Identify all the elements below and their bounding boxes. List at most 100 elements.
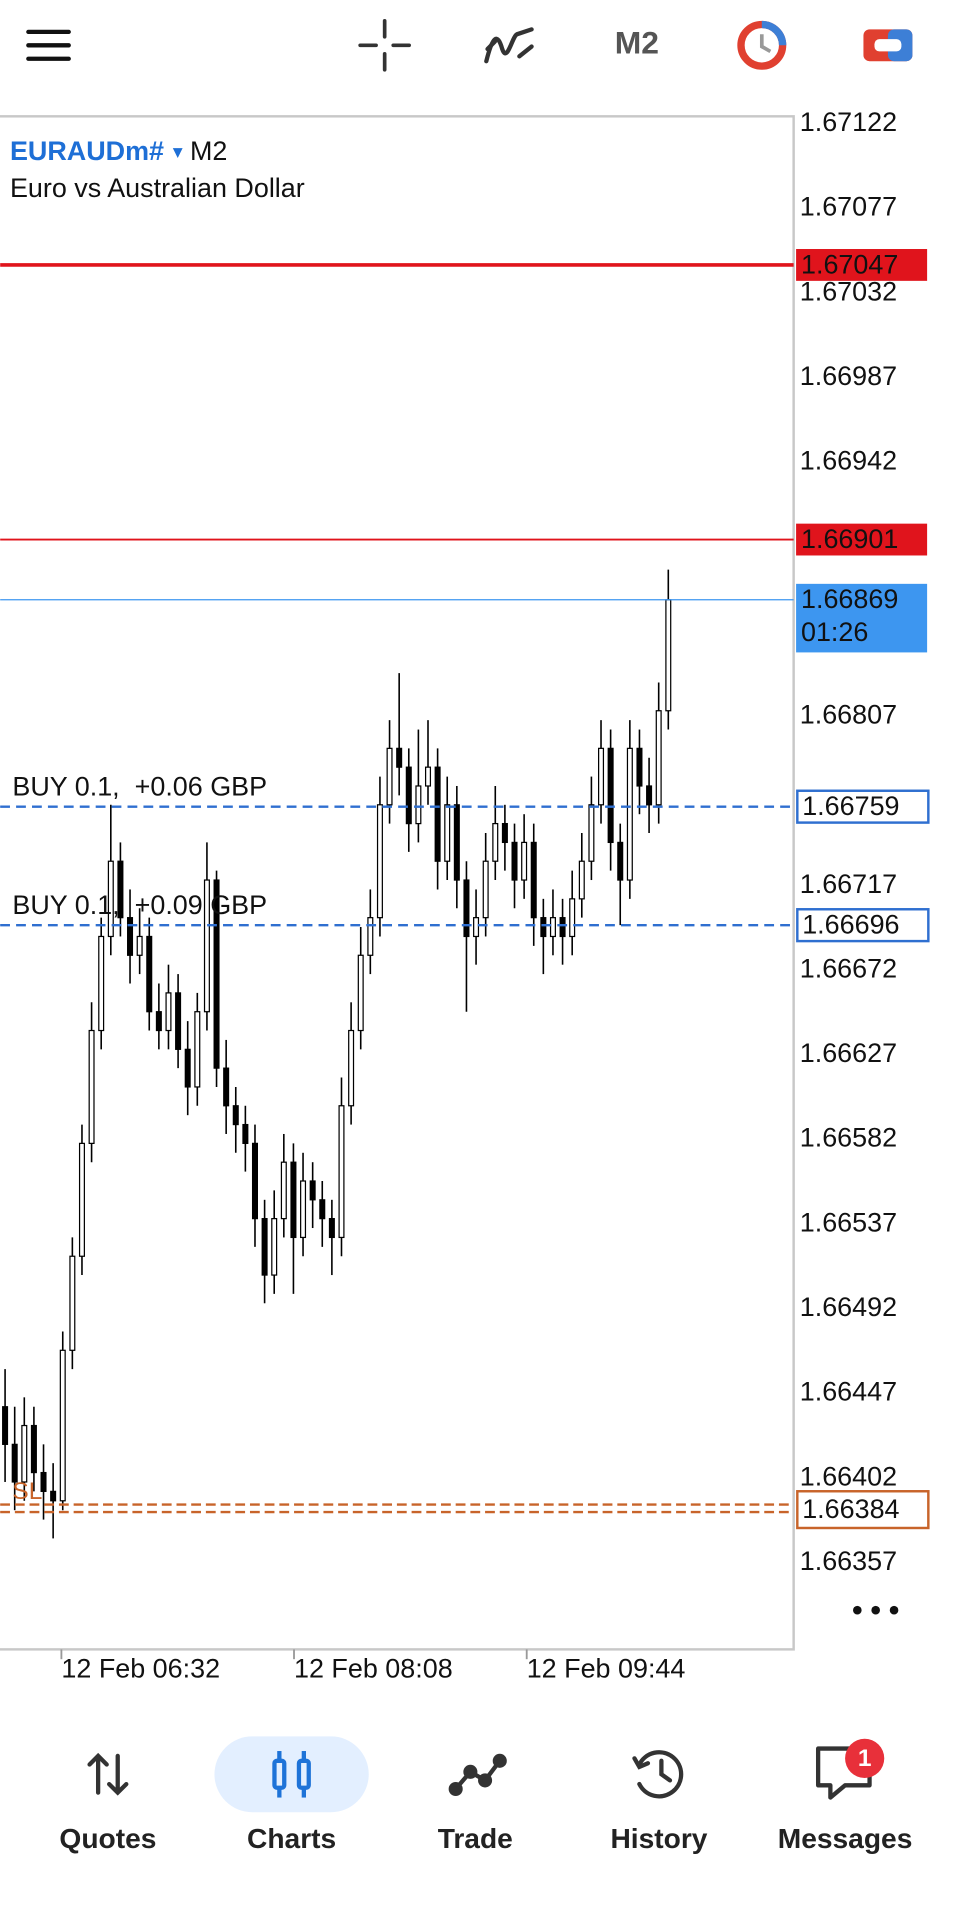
x-tick-label: 12 Feb 08:08 [294,1653,453,1683]
candle-body [223,1067,230,1107]
candle-body [98,935,105,1032]
candle-body [386,747,393,806]
order-price: 1.66696 [802,910,899,940]
candle-body [463,879,470,938]
candle-body [261,1218,268,1276]
candle-body [636,747,643,787]
y-tick-label: 1.67122 [800,107,897,137]
trade-icon [448,1753,507,1797]
candle-body [540,917,547,938]
nav-item[interactable]: Charts [247,1823,336,1854]
candle-body [530,841,537,919]
price-label: 1.66901 [801,524,898,554]
y-tick-label: 1.66582 [800,1123,897,1153]
candle-body [655,710,662,806]
candle-body [280,1161,287,1220]
candle-body [492,822,499,862]
candle-body [136,935,143,956]
candle-body [434,766,441,862]
candle-body [59,1349,66,1502]
sl-marker: SL [12,1478,42,1505]
trade-button[interactable] [863,29,913,62]
y-tick-label: 1.66357 [800,1546,897,1576]
candle-body [617,841,624,881]
crosshair-button[interactable] [358,18,411,72]
price-label: 1.67047 [801,249,898,279]
candle-body [521,841,528,881]
candle-body [78,1142,85,1257]
timeframe-button[interactable]: M2 [615,25,659,61]
one-click-button[interactable] [737,20,787,70]
countdown: 01:26 [801,617,868,647]
candle-body [69,1255,76,1351]
candle-body [175,992,182,1050]
y-tick-label: 1.66402 [800,1461,897,1491]
candle-body [598,747,605,806]
plot-frame [0,115,795,1651]
symbol-description: Euro vs Australian Dollar [10,173,305,203]
candle-body [319,1199,326,1220]
y-tick-label: 1.67077 [800,192,897,222]
candle-body [146,935,153,1013]
order-price-box [796,908,930,943]
price-label-box [796,523,928,556]
order-price: 1.66759 [802,791,899,821]
candle-body [396,747,403,768]
chart-timeframe: M2 [190,136,227,166]
candle-body [376,804,383,919]
nav-item[interactable]: Quotes [59,1823,156,1854]
candle-body [2,1406,9,1445]
candle-body [569,898,576,938]
active-pill [214,1736,369,1813]
current-price-box [796,583,928,653]
candle-body [40,1471,47,1492]
candle-body [559,917,566,938]
nav-item[interactable]: Trade [438,1823,513,1854]
y-tick-label: 1.66627 [800,1038,897,1068]
symbol[interactable]: EURAUDm# [10,136,164,166]
history-icon [632,1750,684,1799]
y-tick-label: 1.66492 [800,1292,897,1322]
chart: 1.67122 1.67077 1.67032 1.66987 1.66942 1.668… [0,107,930,1683]
candle-body [357,954,364,1032]
candle-body [11,1443,18,1483]
y-tick-label: 1.66447 [800,1377,897,1407]
more-button[interactable] [853,1605,899,1615]
y-tick-label: 1.67032 [800,276,897,306]
candle-body [415,785,422,825]
candle-body [271,1218,278,1276]
candle-body [251,1142,259,1220]
current-price-label: 1.66869 [801,584,898,614]
x-tick-label: 12 Feb 09:44 [527,1653,686,1683]
sl-price: 1.66384 [802,1494,899,1524]
candle-body [213,879,220,1069]
menu-button[interactable] [26,29,71,61]
candle-body [203,879,210,1013]
candle-body [549,917,556,938]
candle-body [50,1490,57,1502]
price-label-box [796,249,928,281]
candle-body [501,822,508,844]
candle-body [328,1218,335,1239]
candle-body [127,917,134,956]
candle-body [242,1123,249,1144]
candle-body [646,785,653,806]
nav-item[interactable]: Messages [778,1823,913,1854]
nav-item[interactable]: History [610,1823,707,1854]
indicators-button[interactable] [484,27,534,64]
y-tick-label: 1.66807 [800,699,897,729]
quotes-icon [87,1752,129,1796]
candle-body [232,1105,239,1126]
order-label: BUY 0.1, +0.06 GBP [12,771,267,801]
candle-body [482,860,489,919]
badge [845,1738,885,1778]
candle-body [626,747,633,881]
candle-body [405,766,412,825]
y-tick-label: 1.66537 [800,1207,897,1237]
candle-body [473,917,480,938]
symbol-dropdown[interactable] [172,148,183,158]
candle-body [117,860,124,919]
sl-price-box [796,1490,930,1530]
order-price-box [796,789,930,824]
